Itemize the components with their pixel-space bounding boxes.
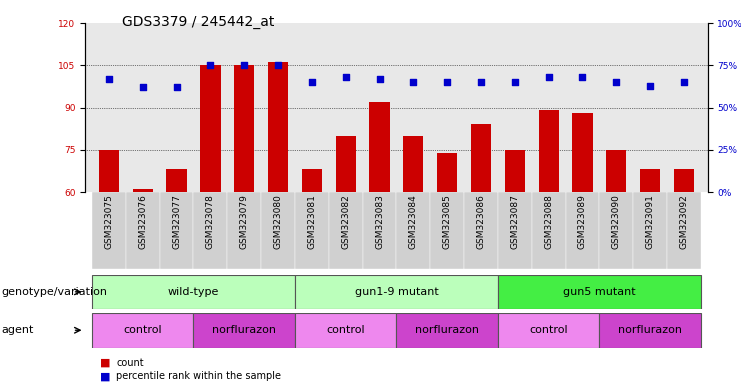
Point <box>272 62 284 68</box>
Text: control: control <box>124 325 162 335</box>
Bar <box>167 169 187 192</box>
Bar <box>362 192 396 269</box>
Point <box>340 74 352 80</box>
Bar <box>336 136 356 192</box>
Bar <box>667 192 701 269</box>
Point <box>239 62 250 68</box>
Point <box>576 74 588 80</box>
Bar <box>329 192 362 269</box>
Text: ■: ■ <box>100 358 110 368</box>
Bar <box>599 313 701 348</box>
Text: GSM323080: GSM323080 <box>273 194 282 249</box>
Bar <box>565 192 599 269</box>
Text: wild-type: wild-type <box>167 287 219 297</box>
Text: control: control <box>529 325 568 335</box>
Text: genotype/variation: genotype/variation <box>1 287 107 297</box>
Text: GSM323083: GSM323083 <box>375 194 384 249</box>
Text: GSM323086: GSM323086 <box>476 194 485 249</box>
Point <box>205 62 216 68</box>
Text: norflurazon: norflurazon <box>212 325 276 335</box>
Text: GSM323092: GSM323092 <box>679 194 688 249</box>
Text: GSM323087: GSM323087 <box>511 194 519 249</box>
Point <box>644 83 656 89</box>
Bar <box>159 192 193 269</box>
Bar <box>200 65 221 192</box>
Text: GSM323090: GSM323090 <box>612 194 621 249</box>
Bar <box>396 313 498 348</box>
Bar <box>92 192 126 269</box>
Bar <box>295 313 396 348</box>
Bar <box>369 102 390 192</box>
Text: GSM323089: GSM323089 <box>578 194 587 249</box>
Bar <box>99 150 119 192</box>
Text: GSM323077: GSM323077 <box>172 194 181 249</box>
Bar <box>234 65 254 192</box>
Bar <box>539 110 559 192</box>
Bar <box>193 192 227 269</box>
Point <box>373 76 385 82</box>
Point <box>306 79 318 85</box>
Bar <box>606 150 626 192</box>
Text: control: control <box>326 325 365 335</box>
Bar <box>92 275 295 309</box>
Bar <box>396 192 431 269</box>
Point <box>137 84 149 90</box>
Bar <box>295 192 329 269</box>
Point <box>475 79 487 85</box>
Bar <box>193 313 295 348</box>
Bar <box>674 169 694 192</box>
Point <box>678 79 690 85</box>
Text: percentile rank within the sample: percentile rank within the sample <box>116 371 282 381</box>
Text: gun5 mutant: gun5 mutant <box>563 287 636 297</box>
Point <box>103 76 115 82</box>
Bar <box>133 189 153 192</box>
Bar <box>640 169 660 192</box>
Text: GSM323088: GSM323088 <box>544 194 554 249</box>
Text: count: count <box>116 358 144 368</box>
Text: gun1-9 mutant: gun1-9 mutant <box>354 287 439 297</box>
Bar <box>532 192 565 269</box>
Bar <box>634 192 667 269</box>
Point <box>542 74 554 80</box>
Bar <box>498 275 701 309</box>
Text: GSM323079: GSM323079 <box>239 194 249 249</box>
Bar <box>268 63 288 192</box>
Text: GDS3379 / 245442_at: GDS3379 / 245442_at <box>122 15 275 29</box>
Bar <box>302 169 322 192</box>
Text: norflurazon: norflurazon <box>415 325 479 335</box>
Bar <box>126 192 159 269</box>
Text: GSM323075: GSM323075 <box>104 194 113 249</box>
Text: agent: agent <box>1 325 34 335</box>
Bar <box>437 152 457 192</box>
Point <box>611 79 622 85</box>
Text: norflurazon: norflurazon <box>618 325 682 335</box>
Bar <box>464 192 498 269</box>
Bar <box>498 192 532 269</box>
Bar <box>505 150 525 192</box>
Bar <box>92 313 193 348</box>
Text: GSM323084: GSM323084 <box>409 194 418 249</box>
Bar <box>403 136 424 192</box>
Text: GSM323082: GSM323082 <box>341 194 350 249</box>
Text: GSM323078: GSM323078 <box>206 194 215 249</box>
Bar <box>227 192 261 269</box>
Bar <box>498 313 599 348</box>
Point <box>441 79 453 85</box>
Bar <box>295 275 498 309</box>
Point <box>170 84 182 90</box>
Bar <box>572 113 593 192</box>
Text: GSM323085: GSM323085 <box>442 194 452 249</box>
Point <box>509 79 521 85</box>
Text: ■: ■ <box>100 371 110 381</box>
Text: GSM323081: GSM323081 <box>308 194 316 249</box>
Bar <box>471 124 491 192</box>
Bar <box>431 192 464 269</box>
Point <box>408 79 419 85</box>
Text: GSM323091: GSM323091 <box>645 194 654 249</box>
Bar <box>599 192 634 269</box>
Text: GSM323076: GSM323076 <box>139 194 147 249</box>
Bar <box>261 192 295 269</box>
